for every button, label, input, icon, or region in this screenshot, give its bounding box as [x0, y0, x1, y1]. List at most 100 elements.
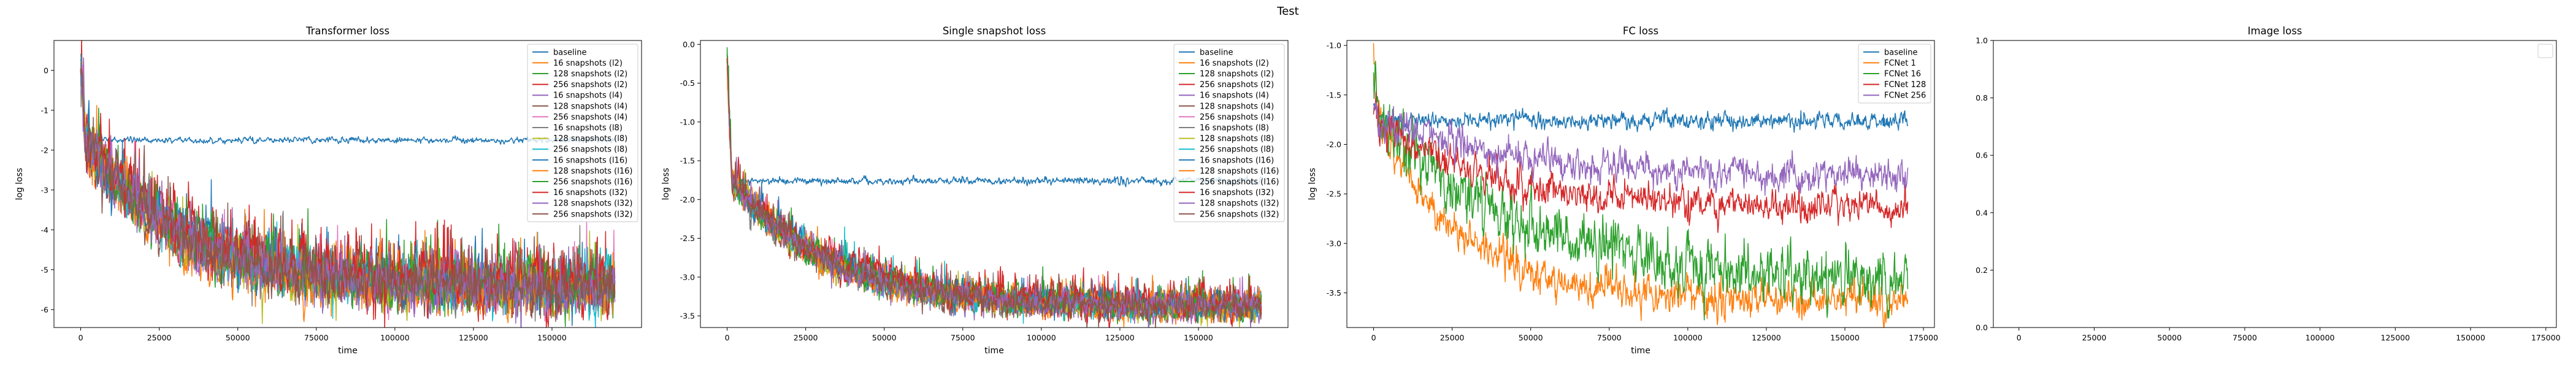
axes-frame: [53, 40, 642, 328]
x-tick-label: 0: [79, 333, 83, 342]
legend-entry-label: 128 snapshots (l8): [1200, 134, 1274, 144]
legend-entry-label: 16 snapshots (l2): [553, 59, 623, 68]
x-tick-label: 25000: [2082, 333, 2107, 342]
legend-entry-label: 128 snapshots (l4): [553, 102, 627, 111]
subplot-3: 0 25000 50000 75000 100000 125000 150000 175000…: [1308, 25, 1938, 356]
y-tick-label: -2: [41, 145, 48, 155]
legend-entry-label: 256 snapshots (l32): [1200, 210, 1279, 219]
series-line-1: [80, 58, 615, 145]
y-tick-label: 0.8: [1976, 93, 1988, 102]
series-group: [1373, 43, 1909, 328]
x-axis-label: time: [338, 346, 358, 356]
x-tick-label: 125000: [459, 333, 488, 342]
x-axis-label: time: [1631, 346, 1650, 356]
y-tick-label: -2.5: [680, 234, 695, 243]
legend-entry-label: 16 snapshots (l32): [553, 188, 627, 197]
legend-entry-label: 128 snapshots (l16): [1200, 167, 1279, 176]
x-tick-label: 150000: [537, 333, 567, 342]
y-tick-label: 0.4: [1976, 208, 1988, 217]
series-group: [726, 47, 1262, 328]
y-tick-label: -3.0: [1327, 239, 1341, 248]
legend-entry-label: 16 snapshots (l16): [553, 156, 627, 165]
x-tick-label: 50000: [872, 333, 897, 342]
y-axis-label: log loss: [1308, 168, 1317, 201]
legend-entry-label: 256 snapshots (l16): [1200, 178, 1279, 187]
x-tick-label: 100000: [2306, 333, 2335, 342]
y-tick-label: -2.0: [680, 195, 695, 204]
x-tick-label: 75000: [951, 333, 975, 342]
x-tick-label: 25000: [794, 333, 818, 342]
y-tick-label: -4: [41, 225, 49, 234]
y-tick-label: 0.6: [1976, 151, 1988, 160]
legend-entry-label: 128 snapshots (l32): [1200, 199, 1279, 209]
series-line-16: [80, 67, 616, 322]
x-tick-label: 150000: [2456, 333, 2485, 342]
x-tick-label: 0: [2017, 333, 2022, 342]
x-tick-label: 100000: [380, 333, 410, 342]
series-line-15: [726, 63, 1262, 325]
y-tick-label: -1.5: [680, 156, 695, 166]
legend-entry-label: 16 snapshots (l8): [553, 124, 623, 133]
subplot-grid: 0 25000 50000 75000 100000 125000 150000 0 -1 -2 -…: [15, 25, 2561, 356]
y-tick-label: -5: [41, 265, 48, 274]
y-tick-label: 0.0: [683, 40, 695, 49]
y-tick-label: -1.0: [680, 117, 695, 126]
legend-entry-label: 16 snapshots (l32): [1200, 188, 1274, 197]
x-tick-label: 50000: [226, 333, 250, 342]
y-tick-label: -1.0: [1327, 41, 1341, 50]
legend-entry-label: FCNet 256: [1884, 91, 1926, 101]
x-tick-label: 150000: [1830, 333, 1860, 342]
legend: baseline 16 snapshots (l2) 128 snapshots (…: [1173, 44, 1285, 223]
y-tick-label: -1.5: [1327, 90, 1341, 99]
subplot-1: 0 25000 50000 75000 100000 125000 150000 0 -1 -2 -…: [15, 25, 642, 356]
y-tick-label: -1: [41, 105, 48, 115]
subplot-4: 0 25000 50000 75000 100000 125000 150000 175000…: [1976, 25, 2561, 342]
series-line-4: [1373, 91, 1909, 233]
x-tick-label: 50000: [1519, 333, 1543, 342]
legend-entry-label: 16 snapshots (l2): [1200, 59, 1269, 68]
subplot-2: 0 25000 50000 75000 100000 125000 150000 0.0 -0.…: [661, 25, 1289, 356]
axes-frame: [700, 40, 1289, 328]
legend-entry-label: 256 snapshots (l32): [553, 210, 632, 219]
legend: baseline 16 snapshots (l2) 128 snapshots (…: [527, 44, 638, 223]
y-axis-label: log loss: [15, 168, 25, 201]
legend-entry-label: 16 snapshots (l4): [1200, 91, 1269, 101]
legend-entry-label: FCNet 16: [1884, 70, 1921, 79]
y-tick-label: -3: [41, 185, 48, 194]
legend-entry-label: 128 snapshots (l2): [553, 70, 627, 79]
x-tick-label: 50000: [2157, 333, 2182, 342]
y-axis-label: log loss: [661, 168, 671, 201]
subplot-title: Image loss: [2248, 25, 2302, 37]
y-tick-label: -0.5: [680, 79, 695, 88]
legend-entry-label: 128 snapshots (l16): [553, 167, 632, 176]
y-tick-label: -3.5: [680, 312, 695, 321]
legend-entry-label: 256 snapshots (l2): [553, 80, 627, 90]
x-tick-label: 100000: [1673, 333, 1703, 342]
series-line-3: [1373, 60, 1909, 321]
legend-entry-label: 16 snapshots (l16): [1200, 156, 1274, 165]
series-group: [80, 40, 616, 328]
y-tick-label: 0.2: [1976, 266, 1988, 275]
x-tick-label: 75000: [2233, 333, 2257, 342]
subplot-title: FC loss: [1623, 25, 1658, 37]
legend-entry-label: 256 snapshots (l8): [1200, 145, 1274, 155]
x-tick-label: 125000: [1105, 333, 1135, 342]
x-tick-label: 75000: [1597, 333, 1622, 342]
legend-box: [1173, 44, 1285, 223]
x-tick-label: 125000: [2381, 333, 2410, 342]
x-tick-label: 150000: [1184, 333, 1213, 342]
legend-entry-label: 256 snapshots (l4): [1200, 113, 1274, 122]
x-tick-label: 0: [725, 333, 730, 342]
y-tick-label: 0.0: [1976, 323, 1988, 332]
legend-entry-label: 256 snapshots (l4): [553, 113, 627, 122]
legend-box-empty: [2537, 44, 2553, 58]
subplot-title: Single snapshot loss: [943, 25, 1046, 37]
series-line-1: [726, 54, 1262, 188]
axes-frame: [1993, 40, 2557, 328]
x-tick-label: 25000: [1440, 333, 1465, 342]
x-axis-label: time: [984, 346, 1004, 356]
y-tick-label: 1.0: [1976, 36, 1988, 45]
x-tick-label: 75000: [304, 333, 329, 342]
